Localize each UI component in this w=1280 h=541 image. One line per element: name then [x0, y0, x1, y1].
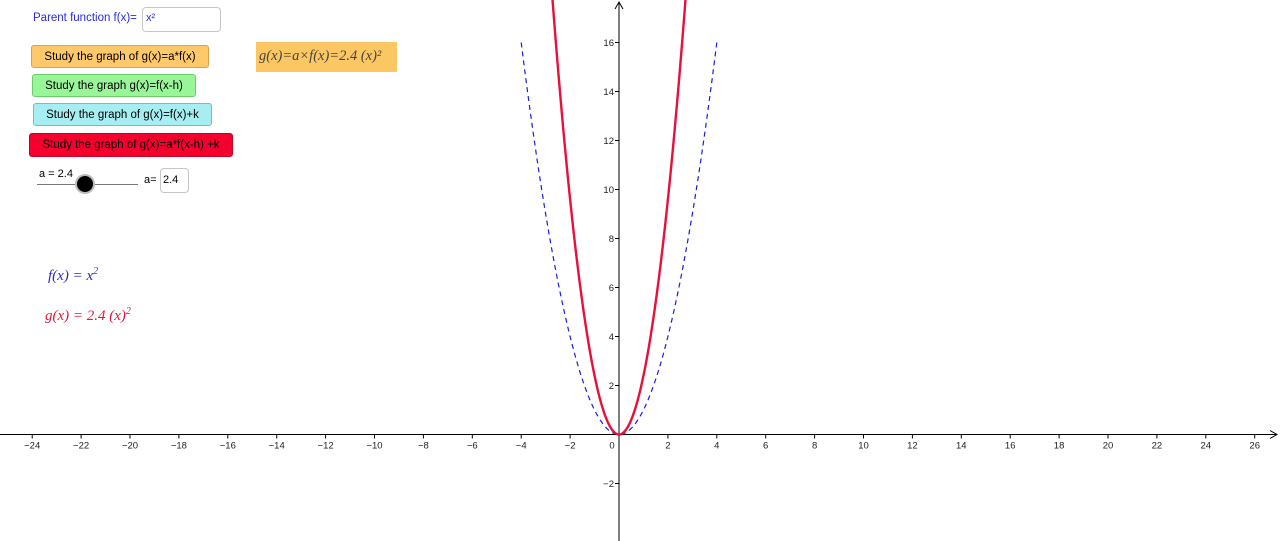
x-tick-label: 16: [1005, 441, 1016, 452]
x-tick-label: 24: [1201, 441, 1212, 452]
x-tick-label: 14: [956, 441, 967, 452]
x-tick-label: 10: [858, 441, 869, 452]
study-horizontal-shift-button[interactable]: Study the graph g(x)=f(x-h): [32, 74, 196, 97]
x-tick-label: 12: [907, 441, 918, 452]
y-tick-label: 8: [609, 234, 614, 245]
g-function-base: g(x) = 2.4 (x): [45, 308, 126, 324]
y-tick-label: 12: [603, 136, 614, 147]
x-tick-label: 4: [714, 441, 719, 452]
x-axis-arrow: [1269, 430, 1279, 439]
x-tick-label: −22: [73, 441, 89, 452]
x-tick-label: −12: [318, 441, 334, 452]
g-function-text: g(x) = 2.4 (x)2: [45, 306, 131, 325]
x-tick-label: −14: [269, 441, 285, 452]
y-tick-label: 6: [609, 283, 614, 294]
g-formula-box: g(x)=a×f(x)=2.4 (x)²: [256, 42, 397, 72]
x-tick-label: 20: [1103, 441, 1114, 452]
x-tick-label: 22: [1152, 441, 1163, 452]
g-curve: [551, 0, 687, 436]
x-tick-label: −6: [467, 441, 478, 452]
x-tick-label: −16: [220, 441, 236, 452]
f-curve: [520, 42, 718, 436]
x-tick-label: 2: [665, 441, 670, 452]
a-input-label: a=: [144, 174, 157, 186]
y-tick-label: 4: [609, 332, 614, 343]
x-tick-label: 8: [812, 441, 817, 452]
x-tick-label: −10: [366, 441, 382, 452]
x-tick-label: −18: [171, 441, 187, 452]
y-axis-arrow: [614, 0, 624, 10]
y-tick-label: 2: [609, 381, 614, 392]
slider-label: a = 2.4: [39, 168, 73, 180]
x-tick-label: 26: [1249, 441, 1260, 452]
a-input[interactable]: 2.4: [160, 168, 189, 193]
x-tick-label: 0: [609, 441, 614, 452]
x-tick-label: −24: [24, 441, 40, 452]
x-tick-label: −8: [418, 441, 429, 452]
f-function-exponent: 2: [93, 266, 99, 277]
f-function-text: f(x) = x2: [48, 266, 98, 285]
x-tick-label: 18: [1054, 441, 1065, 452]
g-function-exponent: 2: [125, 306, 131, 317]
study-stretch-button[interactable]: Study the graph of g(x)=a*f(x): [31, 45, 209, 68]
y-tick-label: −2: [603, 479, 614, 490]
x-tick-label: −20: [122, 441, 138, 452]
parent-function-input[interactable]: x²: [142, 7, 221, 32]
y-tick-label: 16: [603, 38, 614, 49]
x-tick-label: −2: [565, 441, 576, 452]
f-function-base: f(x) = x: [48, 268, 94, 284]
study-vertical-shift-button[interactable]: Study the graph of g(x)=f(x)+k: [33, 103, 212, 126]
parent-function-label: Parent function f(x)=: [33, 12, 137, 24]
y-tick-label: 14: [603, 87, 614, 98]
x-tick-label: −4: [516, 441, 527, 452]
slider-knob[interactable]: [77, 176, 94, 192]
study-combined-button[interactable]: Study the graph of g(x)=a*f(x-h) +k: [29, 133, 233, 157]
x-tick-label: 6: [763, 441, 768, 452]
y-tick-label: 10: [603, 185, 614, 196]
